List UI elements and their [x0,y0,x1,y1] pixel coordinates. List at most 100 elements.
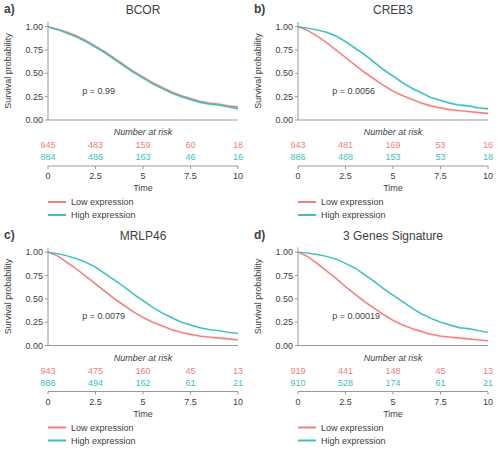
risk-count: 153 [385,152,400,162]
risk-count: 53 [435,140,445,150]
risk-count: 13 [483,366,493,376]
x-tick [345,166,346,169]
x-tick [488,166,489,169]
plot-area [298,27,488,115]
x-tick [393,392,394,395]
legend-swatch [298,440,316,442]
x-tick-label: 2.5 [339,171,352,181]
x-tick-label: 5 [140,397,145,407]
risk-count: 16 [483,140,493,150]
annotation: p = 0.99 [82,86,115,96]
survival-line [48,252,238,333]
y-tick-label: 0.00 [25,115,43,125]
risk-count: 481 [338,140,353,150]
x-axis-label: Time [133,183,153,193]
risk-count: 441 [338,366,353,376]
survival-line [298,252,488,341]
x-tick-label: 5 [390,397,395,407]
x-tick-label: 7.5 [184,171,197,181]
x-tick-label: 0 [45,171,50,181]
title: BCOR [126,3,161,17]
x-tick [238,392,239,395]
y-tick-label: 0.00 [275,115,293,125]
legend-swatch [48,214,66,216]
panel: b)CREB3Survival probability0.000.250.500… [253,2,493,220]
x-tick-label: 7.5 [184,397,197,407]
risk-count: 18 [483,152,493,162]
risk-count: 943 [40,366,55,376]
legend-swatch [298,201,316,203]
risk-count: 945 [40,140,55,150]
y-tick-label: 1.00 [25,22,43,32]
plot-area [48,27,238,111]
x-tick-label: 0 [45,397,50,407]
y-tick-label: 0.50 [275,294,293,304]
x-tick [298,166,299,169]
risk-count: 919 [290,366,305,376]
legend-label: High expression [321,436,386,446]
x-tick [95,166,96,169]
y-tick-label: 0.75 [275,45,293,55]
y-tick-label: 0.75 [275,271,293,281]
y-tick-label: 0.75 [25,271,43,281]
risk-count: 162 [135,378,150,388]
legend-label: Low expression [321,197,384,207]
risk-count: 21 [233,378,243,388]
risk-count: 13 [233,366,243,376]
x-tick-label: 10 [233,171,243,181]
y-tick-label: 0.25 [25,317,43,327]
confidence-band [298,27,488,111]
x-tick [238,166,239,169]
legend-swatch [298,427,316,429]
x-tick [190,392,191,395]
annotation: p = 0.0056 [332,86,375,96]
x-tick [143,392,144,395]
plot-area [298,252,488,342]
y-tick-label: 0.50 [25,294,43,304]
panel-label: a) [4,2,15,16]
y-tick-label: 0.75 [25,45,43,55]
y-tick-label: 0.25 [275,92,293,102]
risk-count: 943 [290,140,305,150]
x-tick [95,392,96,395]
risk-table-title: Number at risk [364,127,423,137]
x-axis-line [48,120,238,121]
legend-swatch [48,440,66,442]
panel-label: c) [4,228,15,242]
risk-count: 60 [185,140,195,150]
risk-table-title: Number at risk [114,127,173,137]
x-tick-label: 7.5 [434,171,447,181]
confidence-band [48,27,238,109]
x-tick-label: 2.5 [89,397,102,407]
title: CREB3 [373,3,413,17]
y-tick-label: 0.25 [25,92,43,102]
confidence-band [48,252,238,334]
confidence-band [298,252,488,342]
legend-label: Low expression [71,423,134,433]
x-tick [345,392,346,395]
x-tick [440,166,441,169]
x-tick-label: 10 [483,397,493,407]
x-tick-label: 5 [140,171,145,181]
y-axis-label: Survival probability [253,33,263,109]
risk-count: 163 [135,152,150,162]
chart-root: a) BCOR Survival probability 0.00 0.25 0.50 0.… [0,0,500,451]
survival-line [48,27,238,107]
risk-count: 886 [40,378,55,388]
x-tick-label: 2.5 [339,397,352,407]
x-tick-label: 0 [295,397,300,407]
y-tick-label: 0.00 [275,341,293,351]
plot-area [48,252,238,341]
y-tick-label: 0.50 [275,68,293,78]
x-tick-label: 7.5 [434,397,447,407]
risk-count: 160 [135,366,150,376]
panel-label: d) [254,228,265,242]
title: MRLP46 [120,229,167,243]
x-axis-line [298,345,488,346]
y-tick-label: 1.00 [275,247,293,257]
x-axis-label: Time [133,409,153,419]
risk-count: 475 [88,366,103,376]
panel: c)MRLP46Survival probability0.000.250.50… [3,228,243,446]
risk-count: 488 [338,152,353,162]
y-axis-line [298,248,299,346]
